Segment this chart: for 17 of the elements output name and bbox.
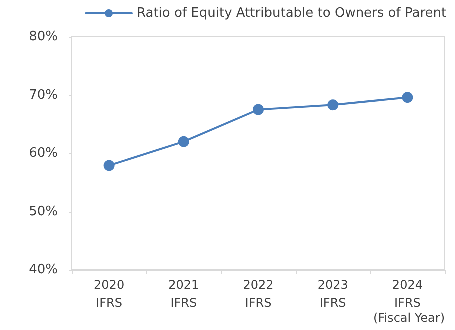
y-tick-label: 70% [29,88,58,103]
point [104,160,115,172]
x-tick-label: 2024 IFRS [392,278,423,310]
y-tick-label: 50% [29,204,58,220]
y-tick-label: 60% [29,146,58,161]
y-tick-label: 40% [29,262,58,278]
y-tick-label: 80% [29,30,58,44]
x-tick-label: 2023 IFRS [318,278,348,310]
x-tick-label: 2021 IFRS [168,278,200,310]
point [402,92,414,104]
point [253,104,264,116]
point [178,136,190,148]
legend-label: Ratio of Equity Attributable to Owners of Parent [137,6,447,21]
x-tick-label: 2020 IFRS [94,278,125,310]
x-axis-title: (Fiscal Year) [374,311,445,325]
x-tick-label: 2022 IFRS [243,278,274,310]
point [328,100,339,111]
